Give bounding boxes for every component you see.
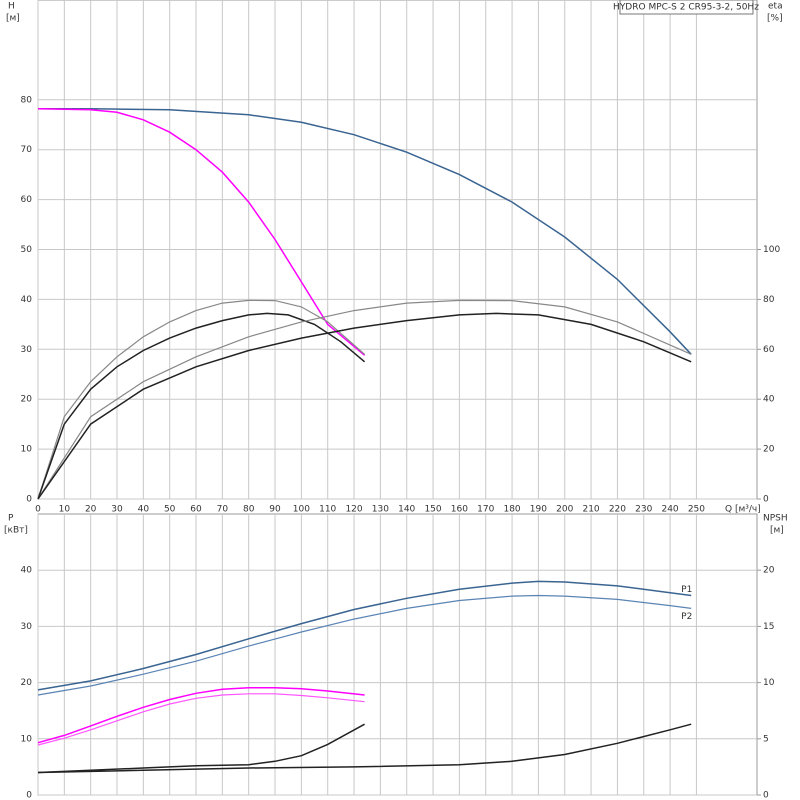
y-tick-label: 60 (21, 195, 33, 205)
x-tick-label: 250 (688, 505, 705, 515)
x-tick-label: 170 (477, 505, 494, 515)
y-tick-label: 0 (26, 791, 32, 800)
y-label: H (8, 2, 15, 12)
y2-tick-label: 60 (763, 345, 775, 355)
curve (37, 299, 692, 500)
y-tick-label: 40 (21, 566, 33, 576)
curve (37, 723, 365, 774)
x-tick-label: 230 (635, 505, 652, 515)
x-tick-label: 80 (243, 505, 255, 515)
curve (37, 594, 692, 696)
x-tick-label: 30 (111, 505, 123, 515)
x-tick-label: 150 (424, 505, 441, 515)
y2-tick-label: 100 (763, 245, 780, 255)
y-tick-label: 30 (21, 345, 33, 355)
curve (37, 693, 365, 746)
x-tick-label: 140 (398, 505, 415, 515)
y-unit: [кВт] (4, 526, 28, 536)
y2-tick-label: 0 (763, 495, 769, 505)
curve (37, 580, 692, 691)
x-tick-label: 110 (319, 505, 336, 515)
y2-tick-label: 40 (763, 395, 775, 405)
y-tick-label: 20 (21, 678, 33, 688)
x-tick-label: 0 (35, 505, 41, 515)
y2-label: NPSH (763, 514, 788, 524)
y2-tick-label: 20 (763, 566, 775, 576)
x-tick-label: 100 (293, 505, 310, 515)
x-tick-label: 160 (451, 505, 468, 515)
chart-title: HYDRO MPC-S 2 CR95-3-2, 50Hz (613, 3, 759, 13)
y2-unit: [%] (767, 14, 783, 24)
curve (37, 723, 692, 774)
x-tick-label: 210 (582, 505, 599, 515)
plots: 0 10 20 30 40 50 60 70 80 90 100 110 120 130 140 150 160… (21, 0, 780, 800)
x-tick-label: 50 (164, 505, 176, 515)
x-tick-label: 20 (85, 505, 97, 515)
x-tick-label: 190 (530, 505, 547, 515)
y-tick-label: 20 (21, 395, 33, 405)
y-tick-label: 30 (21, 622, 33, 632)
y2-tick-label: 10 (763, 678, 775, 688)
curve (38, 108, 692, 355)
legend-label: P2 (681, 612, 692, 622)
plot-area (37, 513, 758, 796)
y2-tick-label: 20 (763, 445, 775, 455)
y-tick-label: 0 (26, 495, 32, 505)
x-tick-label: 40 (138, 505, 150, 515)
y2-tick-label: 0 (763, 791, 769, 800)
y-tick-label: 10 (21, 445, 33, 455)
legend-label: P1 (681, 585, 692, 595)
y-tick-label: 80 (21, 95, 33, 105)
x-tick-label: 180 (503, 505, 520, 515)
y2-unit: [м] (770, 526, 784, 536)
x-tick-label: 90 (269, 505, 281, 515)
curve (37, 108, 366, 356)
y2-tick-label: 5 (763, 734, 769, 744)
x-tick-label: 240 (661, 505, 678, 515)
curve (37, 312, 692, 500)
x-label: Q [м³/ч] (725, 505, 761, 515)
x-tick-label: 70 (217, 505, 229, 515)
y2-tick-label: 80 (763, 295, 775, 305)
x-tick-label: 130 (372, 505, 389, 515)
curve (37, 299, 365, 500)
curve (37, 312, 366, 500)
y2-tick-label: 15 (763, 622, 774, 632)
y-unit: [м] (6, 14, 20, 24)
x-tick-label: 10 (59, 505, 71, 515)
x-tick-label: 200 (556, 505, 573, 515)
y-tick-label: 10 (21, 734, 33, 744)
x-tick-label: 120 (345, 505, 362, 515)
curve (37, 686, 365, 744)
x-tick-label: 60 (190, 505, 202, 515)
y2-label: eta (768, 2, 783, 12)
y-tick-label: 70 (21, 145, 33, 155)
y-tick-label: 50 (21, 245, 33, 255)
x-tick-label: 220 (609, 505, 626, 515)
y-label: P (8, 514, 14, 524)
y-tick-label: 40 (21, 295, 33, 305)
title-box (619, 0, 754, 15)
